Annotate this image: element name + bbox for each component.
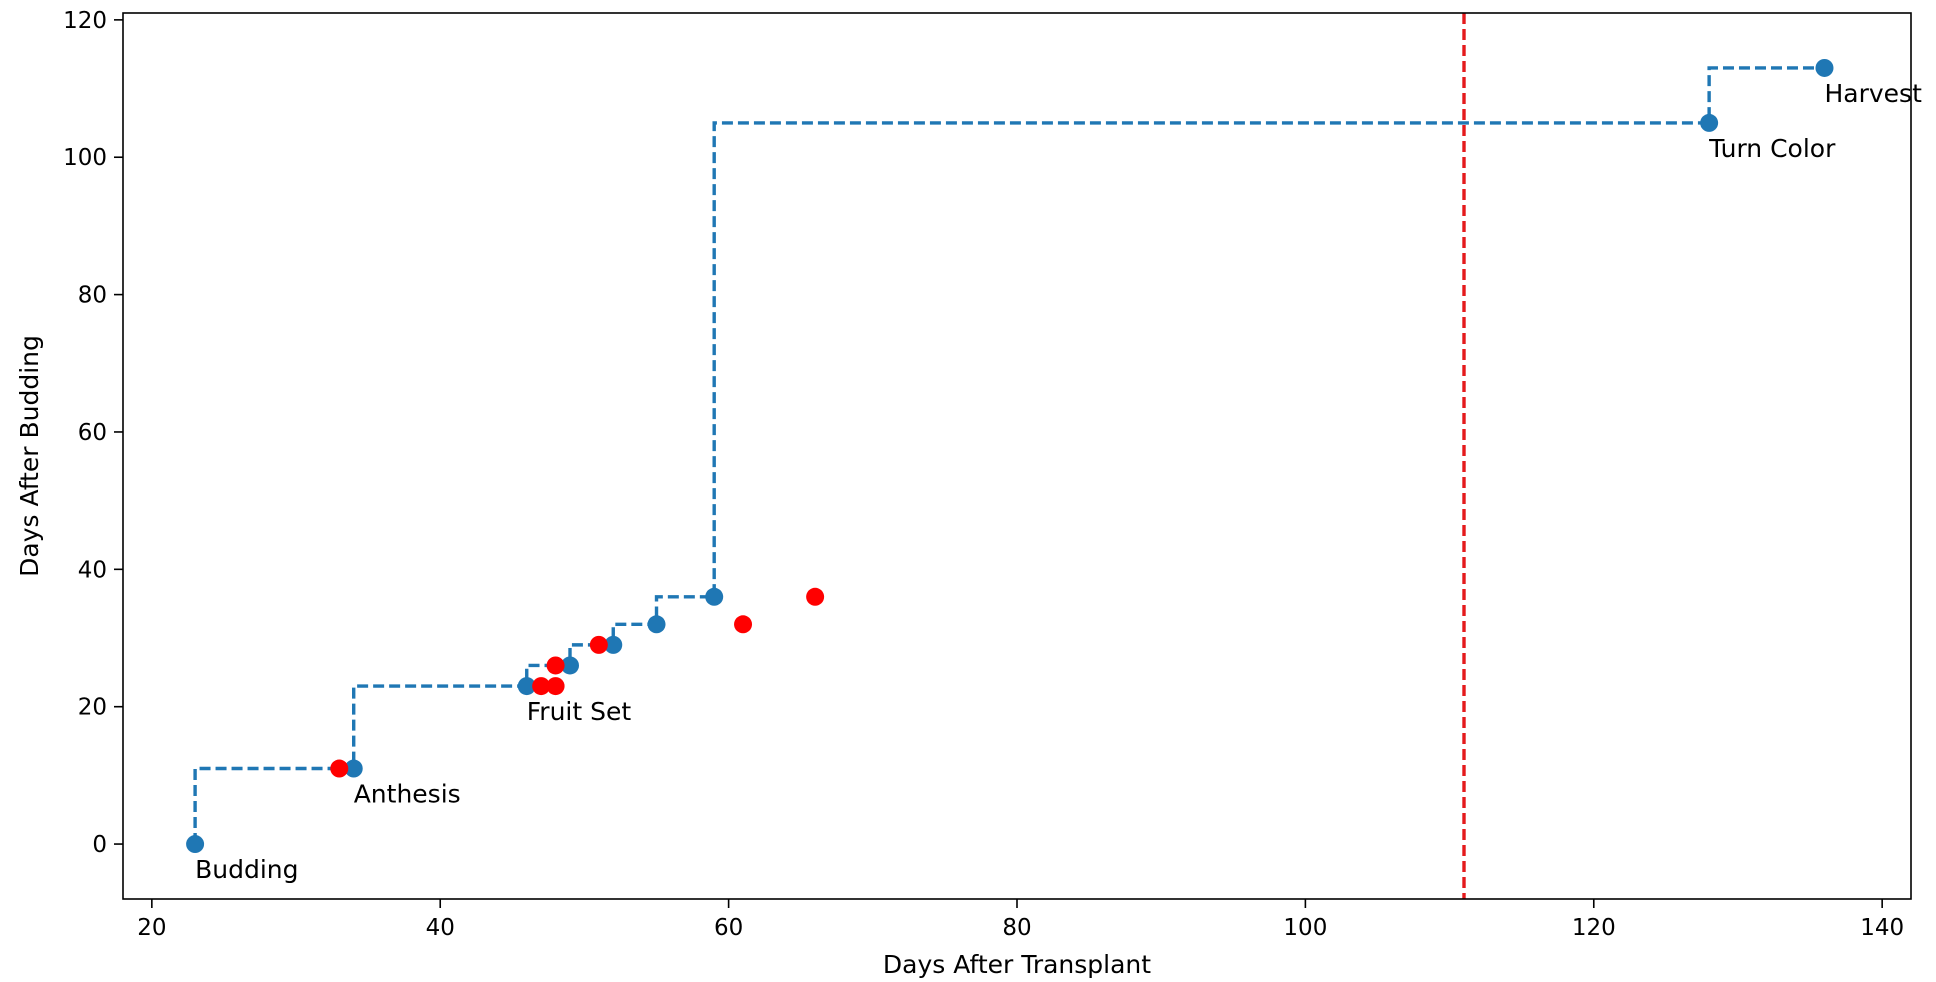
x-tick-label: 80 [1002,915,1031,941]
x-tick-label: 140 [1860,915,1904,941]
stage-annotation: Fruit Set [527,697,632,726]
stage-annotation: Turn Color [1708,134,1836,163]
observed-point [330,759,349,778]
observed-point [532,677,551,696]
x-axis-label: Days After Transplant [883,950,1151,979]
stage-annotation: Anthesis [354,780,461,809]
y-tick-label: 80 [78,283,107,309]
y-tick-label: 0 [92,832,107,858]
observed-point [589,635,608,654]
observed-point [546,656,565,675]
y-axis-label: Days After Budding [15,335,44,577]
plot-area [123,13,1911,899]
observed-point [546,677,565,696]
y-tick-label: 120 [63,8,107,34]
y-tick-label: 20 [78,695,107,721]
stage-point [705,587,724,606]
axes: 20 40 60 80 100 120 140 0 20 40 60 80 100 120 [63,8,1904,941]
y-tick-label: 40 [78,557,107,583]
stage-point [561,656,579,675]
stage-point [1815,58,1834,77]
stage-annotation: Budding [195,855,298,884]
observed-point [734,615,753,634]
stage-point [517,677,536,696]
stage-point [1700,113,1719,132]
stage-point [186,835,205,854]
stage-point [647,615,666,634]
observed-point [806,587,825,606]
x-tick-label: 40 [426,915,455,941]
x-tick-label: 120 [1572,915,1616,941]
y-tick-label: 60 [78,420,107,446]
chart-marks: Budding Anthesis Fruit Set Turn Color Harves… [186,13,1922,899]
x-tick-label: 100 [1283,915,1327,941]
stage-point [604,635,623,654]
y-tick-label: 100 [63,145,107,171]
stage-annotation: Harvest [1824,79,1922,108]
x-tick-label: 60 [714,915,743,941]
stage-point [344,759,363,778]
x-tick-label: 20 [137,915,166,941]
